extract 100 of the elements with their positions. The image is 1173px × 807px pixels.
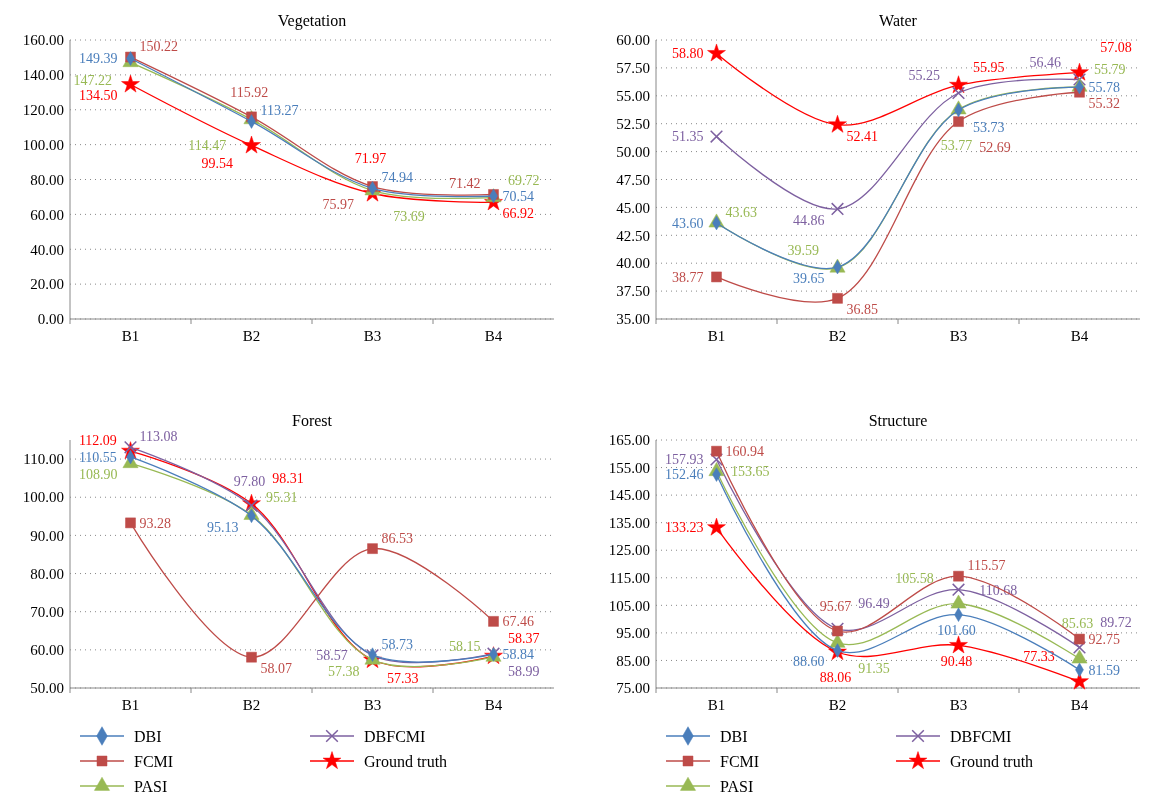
data-label: 53.73 (972, 120, 1005, 136)
y-tick-label: 80.00 (30, 565, 64, 582)
legend-label: Ground truth (950, 752, 1034, 770)
chart-title: Vegetation (277, 12, 347, 30)
data-label: 52.69 (979, 139, 1011, 155)
data-label: 38.77 (672, 269, 704, 285)
x-tick-label: B3 (949, 328, 968, 344)
data-label: 88.60 (793, 654, 825, 670)
x-tick-label: B1 (707, 328, 726, 344)
y-tick-label: 100.00 (22, 489, 64, 506)
y-tick-label: 50.00 (616, 143, 650, 160)
data-label: 39.65 (793, 271, 825, 287)
legend-label: DBI (720, 727, 748, 745)
y-tick-label: 50.00 (30, 680, 64, 697)
x-tick-label: B1 (121, 328, 140, 344)
data-label: 90.48 (940, 653, 973, 669)
x-tick-label: B2 (242, 697, 261, 713)
y-tick-label: 105.00 (608, 597, 650, 614)
data-label: 55.95 (972, 60, 1005, 76)
y-tick-label: 145.00 (608, 487, 650, 504)
data-label: 75.97 (322, 197, 355, 213)
data-label: 86.53 (381, 530, 413, 546)
data-label: 57.08 (1100, 40, 1132, 56)
y-tick-label: 85.00 (616, 652, 650, 669)
data-label: 53.77 (940, 137, 973, 153)
data-label: 55.25 (908, 68, 941, 84)
data-label: 55.78 (1088, 80, 1120, 95)
y-tick-label: 125.00 (608, 542, 650, 559)
data-label: 134.50 (78, 88, 118, 104)
y-tick-label: 160.00 (22, 32, 64, 49)
y-tick-label: 135.00 (608, 514, 650, 531)
data-label: 95.67 (819, 599, 852, 615)
data-label: 89.72 (1100, 615, 1132, 631)
y-tick-label: 80.00 (30, 171, 64, 188)
legend-label: Ground truth (364, 752, 448, 770)
data-label: 133.23 (664, 520, 704, 536)
data-label: 115.57 (967, 558, 1006, 574)
data-label: 88.06 (819, 669, 852, 685)
legend-label: DBFCMI (364, 727, 426, 745)
data-label: 71.42 (449, 176, 481, 192)
data-label: 85.63 (1061, 616, 1094, 632)
data-label: 58.57 (316, 648, 348, 664)
data-label: 71.97 (354, 150, 387, 166)
y-tick-label: 40.00 (616, 255, 650, 272)
data-label: 74.94 (381, 170, 413, 186)
data-label: 77.33 (1023, 649, 1055, 665)
data-label: 58.73 (381, 636, 413, 652)
data-label: 58.37 (507, 631, 540, 647)
y-tick-label: 75.00 (616, 680, 650, 697)
data-label: 66.92 (502, 206, 534, 222)
data-label: 101.60 (937, 623, 976, 638)
data-label: 91.35 (858, 661, 890, 677)
x-tick-label: B1 (121, 697, 140, 713)
x-tick-label: B3 (949, 697, 968, 713)
data-label: 157.93 (664, 452, 704, 468)
data-label: 99.54 (201, 155, 234, 171)
data-label: 92.75 (1088, 631, 1120, 647)
data-label: 112.09 (78, 433, 117, 448)
x-tick-label: B2 (828, 328, 847, 344)
y-tick-label: 120.00 (22, 102, 64, 118)
y-tick-label: 60.00 (616, 32, 650, 49)
x-tick-label: B4 (484, 328, 503, 344)
x-tick-label: B1 (707, 697, 726, 713)
data-label: 152.46 (664, 467, 704, 483)
data-label: 110.55 (78, 449, 117, 465)
data-label: 150.22 (139, 38, 178, 54)
data-label: 108.90 (78, 467, 118, 483)
chart-title: Water (879, 12, 918, 29)
y-tick-label: 110.00 (23, 451, 64, 468)
data-label: 95.13 (207, 519, 239, 535)
data-label: 58.80 (672, 46, 704, 62)
y-tick-label: 45.00 (616, 199, 650, 216)
x-tick-label: B3 (363, 697, 382, 713)
data-label: 57.33 (386, 670, 419, 686)
data-label: 55.32 (1088, 96, 1120, 112)
data-label: 98.31 (272, 471, 304, 487)
data-label: 114.47 (188, 137, 227, 153)
data-label: 67.46 (502, 614, 534, 630)
x-tick-label: B2 (828, 697, 847, 713)
y-tick-label: 115.00 (609, 570, 650, 587)
data-label: 58.84 (502, 647, 534, 663)
y-tick-label: 60.00 (30, 206, 64, 223)
data-label: 97.80 (233, 473, 266, 489)
legend-label: FCMI (720, 752, 760, 770)
chart-title: Forest (292, 412, 333, 429)
data-label: 39.59 (787, 243, 820, 259)
data-label: 44.86 (793, 212, 825, 228)
data-label: 113.08 (139, 429, 178, 445)
data-label: 81.59 (1088, 662, 1120, 678)
y-tick-label: 52.50 (616, 115, 650, 132)
y-tick-label: 140.00 (22, 67, 64, 84)
data-label: 93.28 (139, 515, 171, 531)
legend-label: FCMI (134, 752, 174, 770)
x-tick-label: B4 (1070, 328, 1089, 344)
data-label: 160.94 (725, 444, 764, 460)
x-tick-label: B4 (1070, 697, 1089, 713)
y-tick-label: 90.00 (30, 527, 64, 544)
y-tick-label: 57.50 (616, 60, 650, 77)
data-label: 58.07 (260, 661, 292, 677)
y-tick-label: 60.00 (30, 642, 64, 659)
